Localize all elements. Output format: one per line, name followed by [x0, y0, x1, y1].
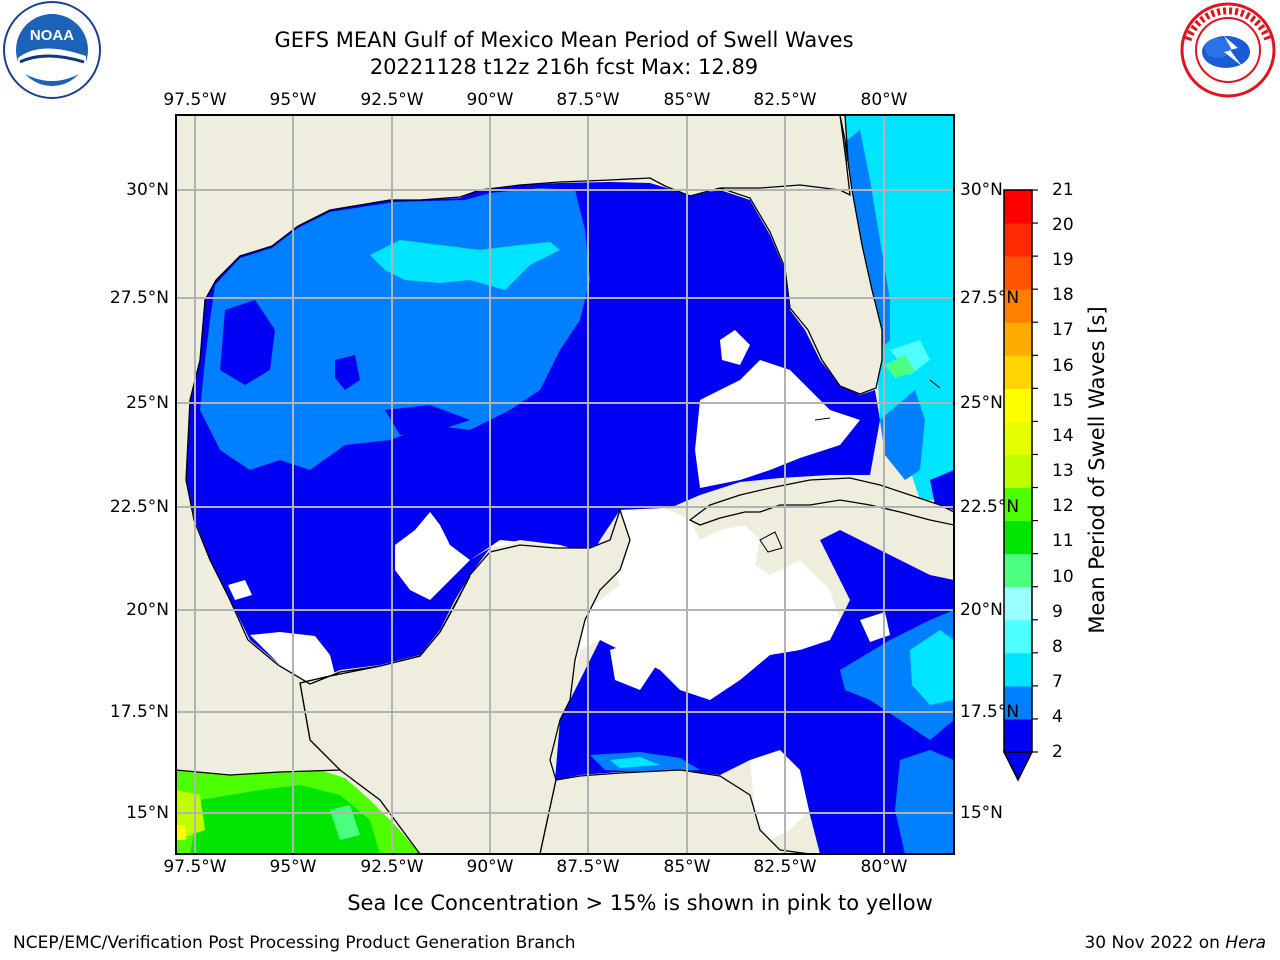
noaa-logo: NOAA [3, 1, 101, 99]
lon-label-top: 90°W [466, 90, 514, 110]
colorbar-segment [1004, 355, 1032, 389]
colorbar-tick: 11 [1052, 531, 1074, 551]
colorbar-segment [1004, 685, 1032, 720]
colorbar-segment [1004, 454, 1032, 489]
lon-label-top: 95°W [269, 90, 317, 110]
map-frame [175, 114, 955, 855]
lon-label-bottom: 80°W [860, 857, 908, 877]
lon-label-top: 85°W [663, 90, 711, 110]
colorbar-tick: 2 [1052, 742, 1063, 762]
lon-label-bottom: 85°W [663, 857, 711, 877]
lon-label-bottom: 92.5°W [360, 857, 424, 877]
swell-period-8-9s-patch [885, 355, 915, 378]
colorbar-tick: 8 [1052, 637, 1063, 657]
lat-label-right: 17.5°N [960, 702, 1020, 722]
lat-label-right: 25°N [960, 393, 1003, 413]
no-data-region-campeche [395, 508, 840, 700]
colorbar-segment [1004, 256, 1032, 290]
lat-label-left: 25°N [126, 393, 169, 413]
colorbar-segment [1004, 619, 1032, 654]
lat-label-left: 15°N [126, 803, 169, 823]
colorbar-tick: 17 [1052, 320, 1074, 340]
lon-label-top: 80°W [860, 90, 908, 110]
svg-text:NOAA: NOAA [30, 27, 74, 44]
date-text: 30 Nov 2022 on Hera [1084, 933, 1266, 953]
colorbar-segment [1004, 520, 1032, 555]
colorbar-tick: 18 [1052, 285, 1074, 305]
colorbar-tick: 13 [1052, 461, 1074, 481]
dark-blue-inset [220, 300, 275, 385]
colorbar-segment [1004, 223, 1032, 257]
lat-label-left: 30°N [126, 180, 169, 200]
colorbar-segment [1004, 289, 1032, 323]
lon-label-top: 92.5°W [360, 90, 424, 110]
lon-label-bottom: 90°W [466, 857, 514, 877]
lat-label-left: 20°N [126, 600, 169, 620]
colorbar-tick: 19 [1052, 250, 1074, 270]
colorbar-tick: 14 [1052, 426, 1074, 446]
lat-label-left: 27.5°N [109, 288, 169, 308]
colorbar [1002, 189, 1038, 782]
map-gridlines [176, 115, 954, 854]
lon-label-top: 87.5°W [556, 90, 620, 110]
lat-label-right: 27.5°N [960, 288, 1020, 308]
colorbar-segment [1004, 586, 1032, 621]
lat-label-right: 22.5°N [960, 497, 1020, 517]
colorbar-tick: 20 [1052, 215, 1074, 235]
lat-label-right: 30°N [960, 180, 1003, 200]
colorbar-tick: 16 [1052, 356, 1074, 376]
lon-label-top: 97.5°W [163, 90, 227, 110]
lon-label-bottom: 97.5°W [163, 857, 227, 877]
colorbar-segment [1004, 322, 1032, 356]
sea-ice-note: Sea Ice Concentration > 15% is shown in … [347, 891, 933, 915]
lat-label-right: 15°N [960, 803, 1003, 823]
colorbar-segment [1004, 487, 1032, 522]
colorbar-segment [1004, 553, 1032, 588]
lat-label-left: 17.5°N [109, 702, 169, 722]
lat-label-left: 22.5°N [109, 497, 169, 517]
credit-text: NCEP/EMC/Verification Post Processing Pr… [13, 933, 576, 953]
colorbar-tick: 15 [1052, 391, 1074, 411]
colorbar-segment [1004, 718, 1032, 753]
map-title: GEFS MEAN Gulf of Mexico Mean Period of … [274, 28, 854, 52]
colorbar-tick: 4 [1052, 707, 1063, 727]
colorbar-tick: 21 [1052, 180, 1074, 200]
cuba-land [688, 477, 954, 526]
colorbar-tick: 10 [1052, 567, 1074, 587]
lon-label-bottom: 87.5°W [556, 857, 620, 877]
lon-label-top: 82.5°W [753, 90, 817, 110]
colorbar-segment [1004, 652, 1032, 687]
colorbar-tick: 9 [1052, 602, 1063, 622]
lon-label-bottom: 82.5°W [753, 857, 817, 877]
colorbar-segment [1004, 421, 1032, 455]
colorbar-tick: 12 [1052, 496, 1074, 516]
colorbar-tick: 7 [1052, 672, 1063, 692]
colorbar-under-extension [1002, 751, 1034, 782]
date-host: Hera [1225, 933, 1266, 953]
map-subtitle-forecast: 20221128 t12z 216h fcst Max: 12.89 [369, 55, 759, 79]
colorbar-segment [1004, 190, 1032, 224]
colorbar-frame [1003, 189, 1033, 753]
lat-label-right: 20°N [960, 600, 1003, 620]
lon-label-bottom: 95°W [269, 857, 317, 877]
swell-period-4-6s-region [370, 240, 560, 290]
colorbar-segment [1004, 388, 1032, 422]
colorbar-label: Mean Period of Swell Waves [s] [1085, 306, 1109, 634]
national-weather-service-logo [1180, 2, 1276, 98]
